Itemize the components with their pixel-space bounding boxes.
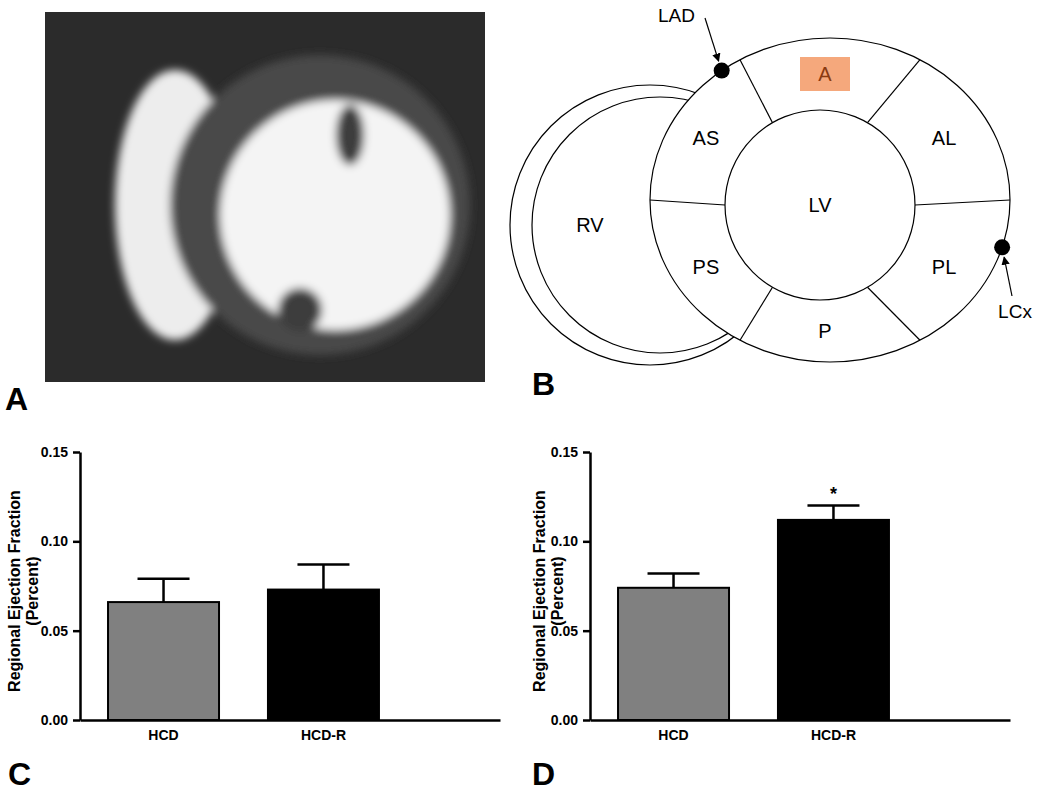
error-bar-cap [138,578,190,581]
segment-divider [740,60,773,123]
plot-area [618,506,889,720]
segment-divider [650,200,725,205]
y-tick-label: 0.00 [41,712,68,728]
y-axis-title: Regional Ejection Fraction [531,490,548,692]
segment-highlight [800,57,850,91]
y-axis: 0.00 0.05 0.10 0.15 [41,444,81,728]
error-bar [648,573,700,587]
bar [618,588,729,720]
plot-area [108,565,379,720]
segment-label: PS [693,256,720,278]
y-tick: 0.10 [551,533,590,549]
x-tick: HCD-R [811,720,856,743]
segment-diagram: RV LV A AL PL P PS AS LAD LCx [510,5,1032,365]
y-tick-label: 0.15 [551,444,578,460]
bar [268,590,379,720]
y-tick-label: 0.10 [551,533,578,549]
chamber-label: LV [809,194,833,216]
y-tick-mark [583,451,590,454]
segment-label: AL [932,127,956,149]
x-axis: HCD HCD-R [81,720,501,743]
error-bar [297,565,349,590]
artery-arrow [1004,257,1012,296]
error-bar-cap [648,572,700,575]
lv-inner [725,110,915,300]
panel-label: B [532,366,555,402]
artery-dot [994,239,1010,255]
y-axis-line [79,453,82,721]
segment-divider [868,287,921,340]
y-axis-title: (Percent) [549,556,566,625]
y-tick: 0.10 [41,533,80,549]
artery-label: LAD [658,5,695,26]
error-bar [138,579,190,602]
error-bar [807,506,859,520]
mri-image [45,12,485,382]
x-axis-line [591,719,1011,722]
lv-outer [650,38,1010,362]
error-bar-stem [162,579,165,602]
artery-label: LCx [998,301,1032,322]
artery-dot [714,63,730,79]
y-tick-label: 0.00 [551,712,578,728]
bar [108,602,219,720]
y-tick-label: 0.05 [41,623,68,639]
y-tick-mark [73,719,80,722]
y-tick-mark [583,541,590,544]
y-tick-mark [73,630,80,633]
y-tick-mark [583,630,590,633]
x-tick-label: HCD-R [301,727,346,743]
mri-myocardium [170,55,470,355]
y-tick: 0.15 [551,444,590,460]
panel-label: D [532,756,555,792]
y-tick-mark [73,451,80,454]
panel-label: A [5,381,28,417]
mri-background [45,12,485,382]
error-bar-cap [297,563,349,566]
error-bar-stem [832,506,835,520]
chamber-label: RV [576,214,604,236]
y-tick: 0.15 [41,444,80,460]
y-tick: 0.00 [41,712,80,728]
y-tick: 0.05 [41,623,80,639]
y-tick-mark [583,719,590,722]
segment-label: AS [693,127,720,149]
error-bar-cap [807,504,859,507]
bar-chart: 0.000.050.100.15HCDHCD-RRegional Ejectio… [531,444,1010,743]
error-bar-stem [672,573,675,587]
y-axis-title: (Percent) [24,556,41,625]
error-bar-stem [322,565,325,590]
y-tick-mark [73,541,80,544]
mri-lv-blood [220,100,450,330]
y-axis-title: Regional Ejection Fraction [6,490,23,692]
x-tick: HCD [658,720,688,743]
panel-label: C [8,756,31,792]
segment-label: A [818,63,832,85]
segment-label: P [818,320,831,342]
annotation: * [830,484,837,504]
segment-divider [868,60,921,123]
segment-divider [740,287,773,340]
mri-papillary [278,288,322,332]
x-axis-line [81,719,501,722]
y-axis-line [589,453,592,721]
x-tick: HCD-R [301,720,346,743]
bar-chart: 0.00 0.05 0.10 0.15 HCD HCD-R Regional Ejectio… [6,444,500,743]
bar [778,520,889,720]
x-axis: HCD HCD-R [591,720,1011,743]
segment-divider [915,200,1010,205]
x-tick-label: HCD [148,727,178,743]
y-tick-label: 0.15 [41,444,68,460]
mri-papillary [336,105,364,165]
x-tick-label: HCD [658,727,688,743]
x-tick-label: HCD-R [811,727,856,743]
y-tick-label: 0.10 [41,533,68,549]
x-tick: HCD [148,720,178,743]
segment-label: PL [932,256,956,278]
figure: A B C D RV LV A AL PL P PS AS LAD LCx 0.00 0.05 0.10 0.15… [0,0,1050,794]
artery-arrow [705,18,719,61]
y-tick: 0.00 [551,712,590,728]
